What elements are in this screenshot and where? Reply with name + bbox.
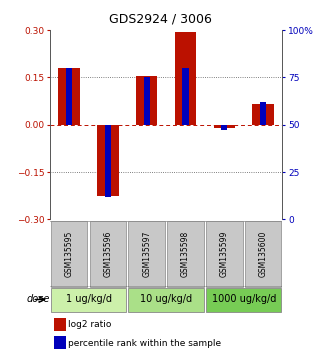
Bar xyxy=(182,68,189,125)
Text: GSM135597: GSM135597 xyxy=(142,231,151,277)
Text: GSM135598: GSM135598 xyxy=(181,231,190,277)
Text: percentile rank within the sample: percentile rank within the sample xyxy=(68,339,221,348)
Bar xyxy=(214,125,235,128)
Text: GSM135599: GSM135599 xyxy=(220,231,229,277)
Text: GDS2924 / 3006: GDS2924 / 3006 xyxy=(109,12,212,25)
Text: GSM135600: GSM135600 xyxy=(259,231,268,277)
Bar xyxy=(128,221,165,287)
Bar xyxy=(55,336,65,349)
Bar xyxy=(97,125,118,196)
Bar xyxy=(206,221,243,287)
Bar xyxy=(128,288,204,312)
Bar xyxy=(66,68,72,125)
Bar xyxy=(245,221,281,287)
Text: GSM135595: GSM135595 xyxy=(65,231,74,277)
Bar xyxy=(206,288,281,312)
Bar xyxy=(175,32,196,125)
Text: log2 ratio: log2 ratio xyxy=(68,320,112,329)
Text: dose: dose xyxy=(26,295,50,304)
Bar xyxy=(90,221,126,287)
Bar xyxy=(55,318,65,331)
Bar xyxy=(105,125,111,197)
Bar xyxy=(51,221,87,287)
Bar xyxy=(58,68,80,125)
Bar xyxy=(143,78,150,125)
Bar xyxy=(136,76,157,125)
Bar xyxy=(260,102,266,125)
Bar xyxy=(252,104,274,125)
Bar xyxy=(221,125,228,131)
Text: 1000 ug/kg/d: 1000 ug/kg/d xyxy=(212,295,276,304)
Text: GSM135596: GSM135596 xyxy=(103,231,112,277)
Bar xyxy=(167,221,204,287)
Bar xyxy=(51,288,126,312)
Text: 10 ug/kg/d: 10 ug/kg/d xyxy=(140,295,192,304)
Text: 1 ug/kg/d: 1 ug/kg/d xyxy=(65,295,111,304)
